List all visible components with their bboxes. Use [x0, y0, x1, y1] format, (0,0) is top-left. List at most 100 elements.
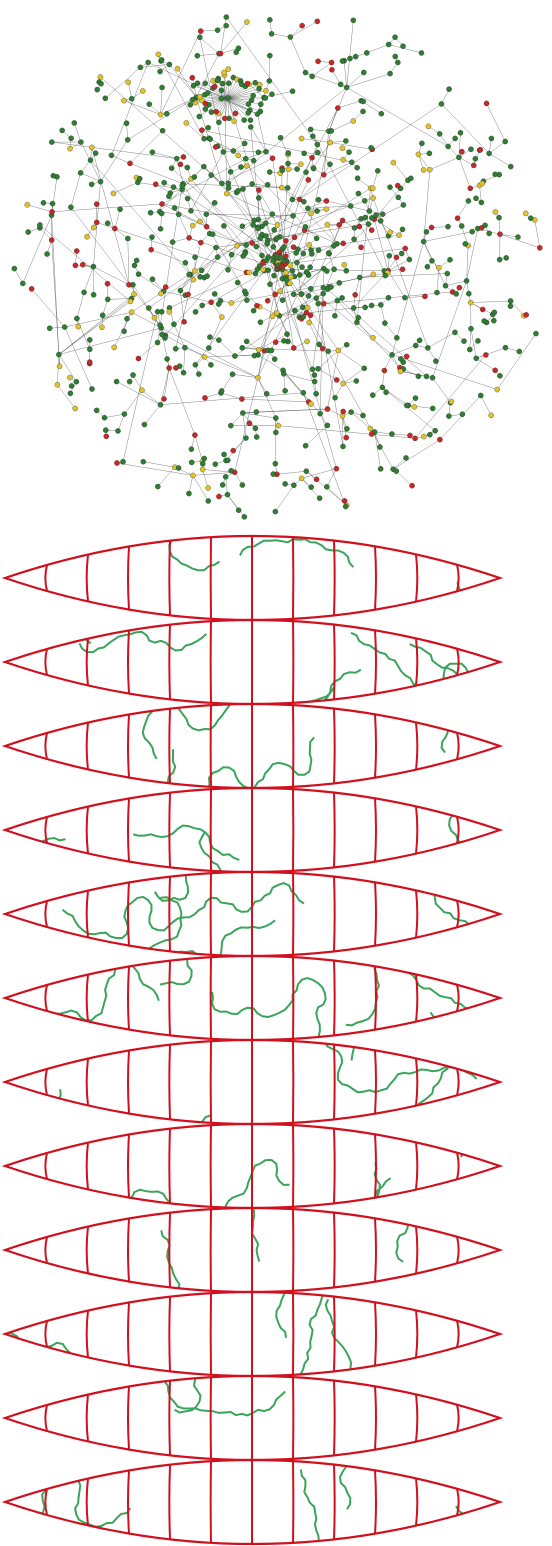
meridian	[168, 1380, 171, 1456]
edge	[227, 97, 281, 266]
node	[182, 260, 189, 266]
node	[146, 305, 152, 311]
meridian	[374, 1470, 377, 1534]
node	[269, 211, 276, 217]
edge	[227, 77, 234, 99]
node	[235, 152, 241, 159]
edge	[393, 162, 409, 181]
node	[383, 389, 389, 395]
edge	[479, 185, 482, 203]
meridian	[415, 1310, 419, 1358]
edge	[199, 37, 224, 152]
node	[194, 80, 201, 86]
edge	[458, 157, 471, 189]
node	[491, 309, 498, 316]
node	[394, 335, 400, 341]
node	[337, 81, 344, 88]
edge	[388, 44, 422, 54]
edge	[225, 437, 247, 461]
node	[415, 373, 422, 380]
edge	[169, 64, 197, 98]
node	[486, 150, 492, 157]
node	[228, 252, 235, 258]
edge	[227, 97, 249, 105]
node	[361, 198, 368, 204]
edge	[190, 151, 224, 211]
node	[99, 312, 106, 319]
edge	[382, 387, 436, 431]
edge	[534, 219, 541, 248]
edge	[158, 54, 205, 139]
meridian	[415, 1142, 419, 1190]
edge	[100, 139, 128, 182]
node	[340, 408, 346, 415]
meridian	[456, 564, 460, 592]
node	[239, 345, 245, 351]
node	[300, 390, 307, 396]
node	[365, 221, 372, 227]
node	[202, 106, 209, 112]
meridian	[44, 1236, 48, 1264]
node	[289, 268, 296, 274]
node	[307, 312, 314, 319]
node	[272, 339, 279, 345]
node	[297, 272, 303, 278]
node	[462, 241, 469, 247]
node	[473, 355, 479, 362]
meridian	[374, 1050, 377, 1114]
node	[362, 304, 368, 311]
node	[507, 303, 514, 309]
meridian	[415, 1394, 419, 1442]
node	[201, 354, 208, 360]
edge	[374, 431, 381, 469]
node	[161, 179, 167, 186]
node	[358, 244, 364, 251]
coastline	[207, 736, 315, 788]
node	[327, 161, 333, 167]
meridian	[168, 792, 171, 868]
node	[139, 88, 146, 94]
node	[332, 313, 338, 319]
node	[105, 296, 111, 303]
node	[243, 435, 249, 441]
node	[367, 425, 374, 432]
node	[289, 88, 296, 94]
node	[342, 503, 349, 510]
node	[370, 271, 377, 278]
node	[211, 83, 218, 90]
node	[97, 74, 104, 80]
edge	[225, 476, 228, 495]
edge	[257, 377, 267, 394]
node	[368, 302, 375, 309]
node	[308, 210, 314, 217]
node	[323, 198, 330, 204]
edge	[466, 245, 469, 281]
node	[161, 396, 167, 402]
node	[186, 235, 192, 241]
node	[448, 398, 455, 405]
node	[354, 175, 361, 182]
node	[242, 155, 249, 162]
meridians	[44, 1207, 460, 1293]
node	[207, 334, 213, 340]
meridian	[333, 1044, 336, 1120]
gore	[1, 1290, 504, 1378]
node	[254, 302, 260, 309]
node	[284, 185, 291, 191]
node	[268, 347, 275, 354]
node	[192, 309, 199, 315]
edge	[346, 20, 354, 88]
meridian	[456, 732, 460, 760]
edge	[151, 249, 186, 264]
edge	[220, 47, 239, 54]
meridian	[415, 806, 419, 854]
node	[478, 199, 485, 206]
edge	[242, 412, 276, 419]
coastline	[471, 704, 500, 788]
node	[291, 482, 297, 488]
node	[426, 150, 433, 157]
node	[238, 164, 244, 170]
meridian	[456, 1152, 460, 1180]
coastline	[153, 872, 210, 902]
node	[191, 174, 198, 180]
